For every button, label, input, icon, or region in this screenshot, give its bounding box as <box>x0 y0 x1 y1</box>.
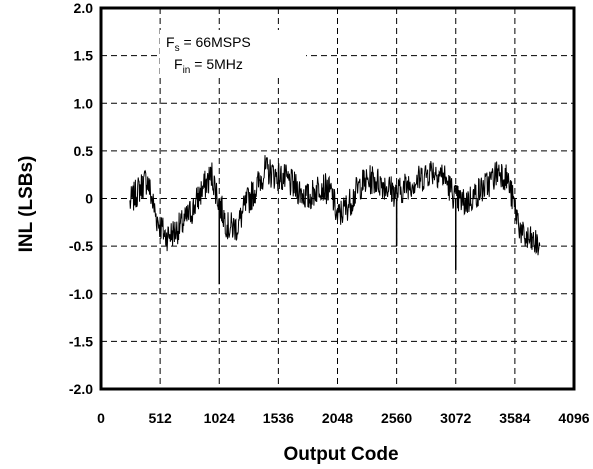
x-axis-label: Output Code <box>283 444 398 465</box>
inl-series <box>129 155 541 285</box>
y-tick-label: 1.0 <box>74 95 94 111</box>
y-tick-labels: 2.0 1.5 1.0 0.5 0 -0.5 -1.0 -1.5 -2.0 <box>69 0 93 397</box>
y-tick-label: -2.0 <box>69 381 93 397</box>
y-tick-label: -1.0 <box>69 286 93 302</box>
annotation-box: Fs = 66MSPS Fin = 5MHz <box>160 30 306 76</box>
x-tick-label: 3072 <box>440 410 471 426</box>
x-tick-label: 512 <box>148 410 172 426</box>
inl-trace <box>129 155 541 256</box>
annotation-fs: Fs = 66MSPS <box>166 34 251 54</box>
x-tick-label: 0 <box>97 410 105 426</box>
annotation-fin: Fin = 5MHz <box>174 56 243 76</box>
y-tick-label: 1.5 <box>74 48 94 64</box>
y-tick-label: -1.5 <box>69 333 93 349</box>
y-tick-label: 0 <box>85 191 93 207</box>
x-tick-label: 2560 <box>381 410 412 426</box>
x-tick-label: 1024 <box>204 410 235 426</box>
x-tick-label: 2048 <box>322 410 353 426</box>
x-tick-label: 1536 <box>263 410 294 426</box>
x-tick-labels: 0 512 1024 1536 2048 2560 3072 3584 4096 <box>97 410 590 426</box>
x-tick-label: 3584 <box>499 410 530 426</box>
y-axis-label: INL (LSBs) <box>16 156 37 253</box>
plot-frame <box>99 6 576 391</box>
y-tick-label: 2.0 <box>74 0 94 16</box>
y-tick-label: 0.5 <box>74 143 94 159</box>
x-tick-label: 4096 <box>558 410 589 426</box>
y-tick-label: -0.5 <box>69 238 93 254</box>
